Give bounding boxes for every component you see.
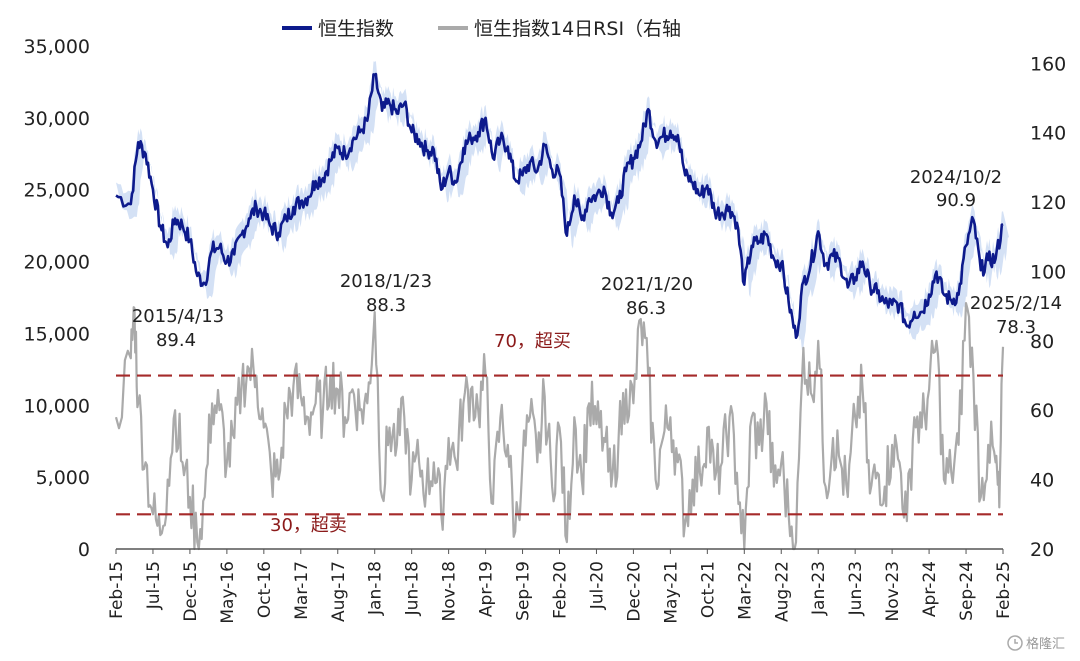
y-right-tick-label: 40 (1030, 470, 1054, 492)
rsi-line (114, 302, 1005, 551)
x-tick-label: Feb-20 (551, 561, 571, 619)
y-left-tick-label: 0 (78, 539, 90, 561)
annotation-value: 86.3 (626, 298, 666, 319)
x-tick-label: Feb-25 (994, 561, 1014, 619)
y-left-tick-label: 20,000 (24, 252, 90, 274)
y-left-tick-label: 15,000 (24, 323, 90, 345)
y-left-tick-label: 25,000 (24, 180, 90, 202)
x-tick-label: Aug-22 (772, 561, 792, 622)
rsi-series (114, 302, 1005, 551)
x-tick-label: Mar-17 (292, 561, 312, 620)
watermark-text: 格隆汇 (1026, 636, 1065, 652)
annotations: 2015/4/13 89.4 2018/1/23 88.3 2021/1/20 … (132, 167, 1062, 351)
y-left-tick-label: 30,000 (24, 108, 90, 130)
annotation-date: 2015/4/13 (132, 306, 224, 327)
x-tick-label: Nov-18 (440, 561, 460, 622)
y-right-tick-label: 160 (1030, 53, 1066, 75)
x-tick-label: Jan-18 (366, 561, 386, 616)
annotation-date: 2025/2/14 (970, 293, 1062, 314)
x-tick-label: Jan-23 (809, 561, 829, 616)
annotation-value: 78.3 (996, 317, 1036, 338)
annotation-date: 2018/1/23 (340, 271, 432, 292)
x-tick-label: Mar-22 (735, 561, 755, 620)
y-left-tick-label: 5,000 (36, 467, 90, 489)
legend: 恒生指数 恒生指数14日RSI（右轴 (282, 18, 681, 40)
x-tick-label: Sep-19 (514, 561, 534, 621)
y-right-tick-label: 100 (1030, 262, 1066, 284)
y-right-tick-label: 140 (1030, 123, 1066, 145)
x-tick-label: Feb-15 (107, 561, 127, 619)
x-tick-label: Apr-24 (920, 561, 940, 617)
x-axis-ticks: Feb-15 Jul-15 Dec-15 May-16 Oct-16 Mar-17 Aug-… (107, 549, 1014, 624)
annotation-date: 2024/10/2 (910, 167, 1002, 188)
x-tick-label: Nov-23 (883, 561, 903, 622)
x-tick-label: Oct-16 (255, 561, 275, 618)
x-tick-label: Jun-23 (846, 561, 866, 616)
x-tick-label: Dec-20 (624, 561, 644, 622)
hsi-band (116, 61, 1009, 351)
annotation-date: 2021/1/20 (601, 274, 693, 295)
hsi-band-area (116, 61, 1009, 351)
y-right-tick-label: 120 (1030, 192, 1066, 214)
annotation-value: 88.3 (366, 295, 406, 316)
x-tick-label: May-16 (218, 561, 238, 624)
ref-label-30: 30，超卖 (270, 515, 347, 536)
legend-label-hsi: 恒生指数 (318, 18, 394, 40)
x-tick-label: Jul-20 (588, 561, 608, 610)
y-right-tick-label: 80 (1030, 331, 1054, 353)
x-tick-label: Jun-18 (403, 561, 423, 616)
y-axis-left-ticks: 0 5,000 10,000 15,000 20,000 25,000 30,000 35,0… (24, 36, 90, 561)
hsi-line (115, 72, 1004, 339)
legend-label-rsi: 恒生指数14日RSI（右轴 (474, 18, 681, 40)
y-left-tick-label: 35,000 (24, 36, 90, 58)
x-tick-label: Apr-19 (477, 561, 497, 617)
reference-lines (116, 374, 1003, 516)
x-tick-label: Sep-24 (957, 561, 977, 621)
x-tick-label: May-21 (661, 561, 681, 624)
gelonghui-logo-icon (1007, 635, 1023, 651)
x-tick-label: Oct-21 (698, 561, 718, 618)
watermark: 格隆汇 (1007, 635, 1065, 652)
y-right-tick-label: 60 (1030, 400, 1054, 422)
x-tick-label: Aug-17 (329, 561, 349, 622)
annotation-value: 90.9 (936, 190, 976, 211)
y-axis-right-ticks: 20 40 60 80 100 120 140 160 (1030, 53, 1066, 561)
y-right-tick-label: 20 (1030, 539, 1054, 561)
y-left-tick-label: 10,000 (24, 395, 90, 417)
x-tick-label: Dec-15 (181, 561, 201, 622)
ref-label-70: 70，超买 (494, 331, 571, 352)
annotation-value: 89.4 (156, 330, 196, 351)
hsi-series (115, 72, 1004, 339)
x-tick-label: Jul-15 (144, 561, 164, 610)
